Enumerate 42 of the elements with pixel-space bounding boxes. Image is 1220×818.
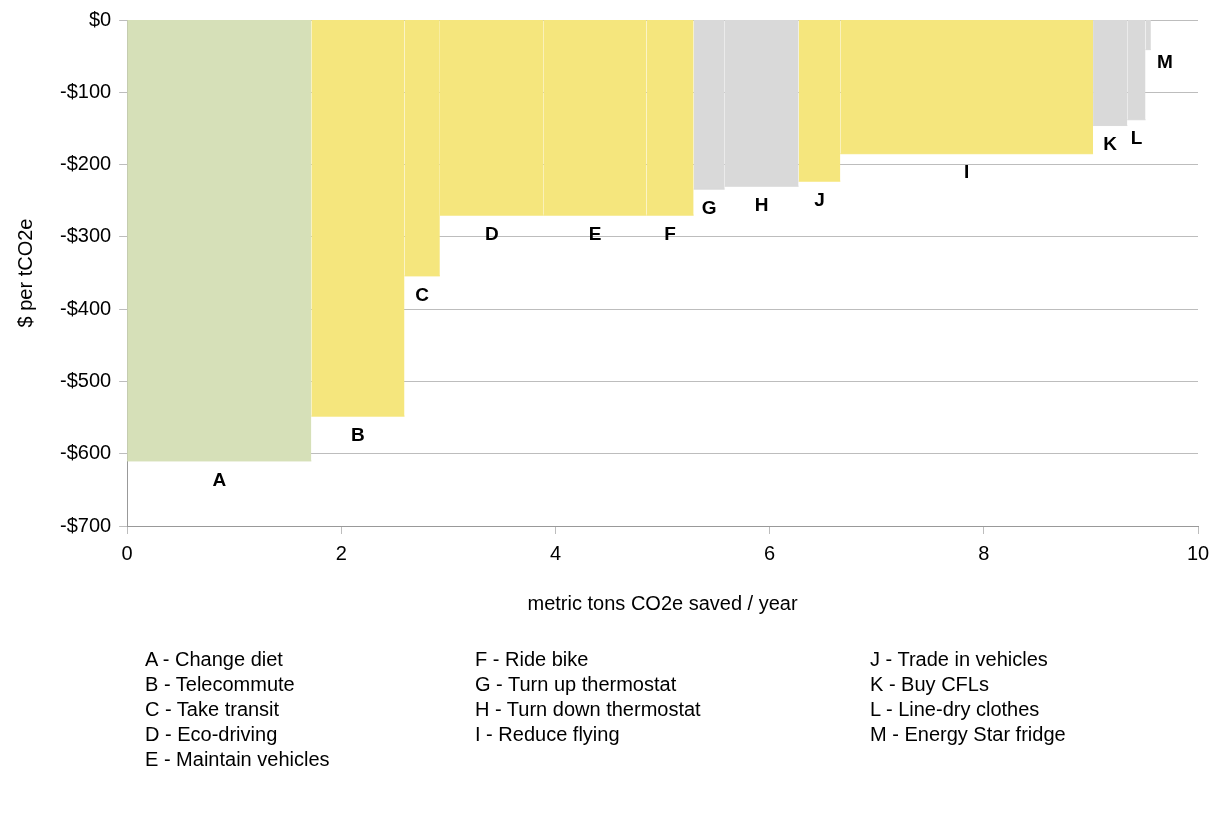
y-tick-label: -$300: [60, 224, 112, 247]
y-tick-label: -$700: [60, 513, 112, 536]
text: K - Buy CFLs: [870, 673, 990, 697]
x-axis-title: metric tons CO2e saved / year: [527, 591, 798, 614]
y-tick-label: -$200: [60, 152, 112, 175]
series-label: D: [484, 222, 499, 244]
text: L - Line-dry clothes: [870, 698, 1041, 722]
series-label: L: [1130, 127, 1143, 149]
text: B - Telecommute: [145, 673, 296, 697]
series-label: C: [415, 283, 430, 305]
x-tick-label: 4: [549, 541, 562, 564]
series-label: J: [814, 188, 825, 210]
text: D - Eco-driving: [145, 723, 279, 747]
y-tick-label: -$100: [60, 79, 112, 102]
text: I - Reduce flying: [475, 723, 621, 747]
x-tick-label: 0: [121, 541, 133, 564]
text: M - Energy Star fridge: [870, 723, 1067, 747]
text: C - Take transit: [145, 698, 281, 722]
text: E - Maintain vehicles: [145, 748, 331, 772]
legend-label: M: [1156, 51, 1173, 73]
x-tick-label: 10: [1186, 541, 1210, 564]
text: F - Ride bike: [475, 648, 590, 672]
series-label: E: [588, 222, 602, 244]
x-tick-label: 8: [978, 541, 990, 564]
series-label: B: [351, 423, 365, 445]
y-axis-title: $ per tCO2e: [13, 218, 36, 328]
series-label: F: [664, 222, 676, 244]
text: G - Turn up thermostat: [475, 673, 678, 697]
series-label: G: [701, 196, 717, 218]
series-label: I: [964, 161, 970, 183]
x-tick-label: 6: [764, 541, 776, 564]
y-tick-label: $0: [88, 7, 112, 30]
y-tick-label: -$600: [60, 441, 112, 464]
y-tick-label: -$500: [60, 368, 112, 391]
text: A - Change diet: [145, 648, 284, 672]
series-label: A: [212, 468, 227, 490]
text: J - Trade in vehicles: [870, 648, 1049, 672]
x-tick-label: 2: [335, 541, 347, 564]
y-tick-label: -$400: [60, 296, 112, 319]
series-label: K: [1103, 133, 1118, 155]
text: H - Turn down thermostat: [475, 698, 702, 722]
series-label: H: [754, 193, 769, 215]
